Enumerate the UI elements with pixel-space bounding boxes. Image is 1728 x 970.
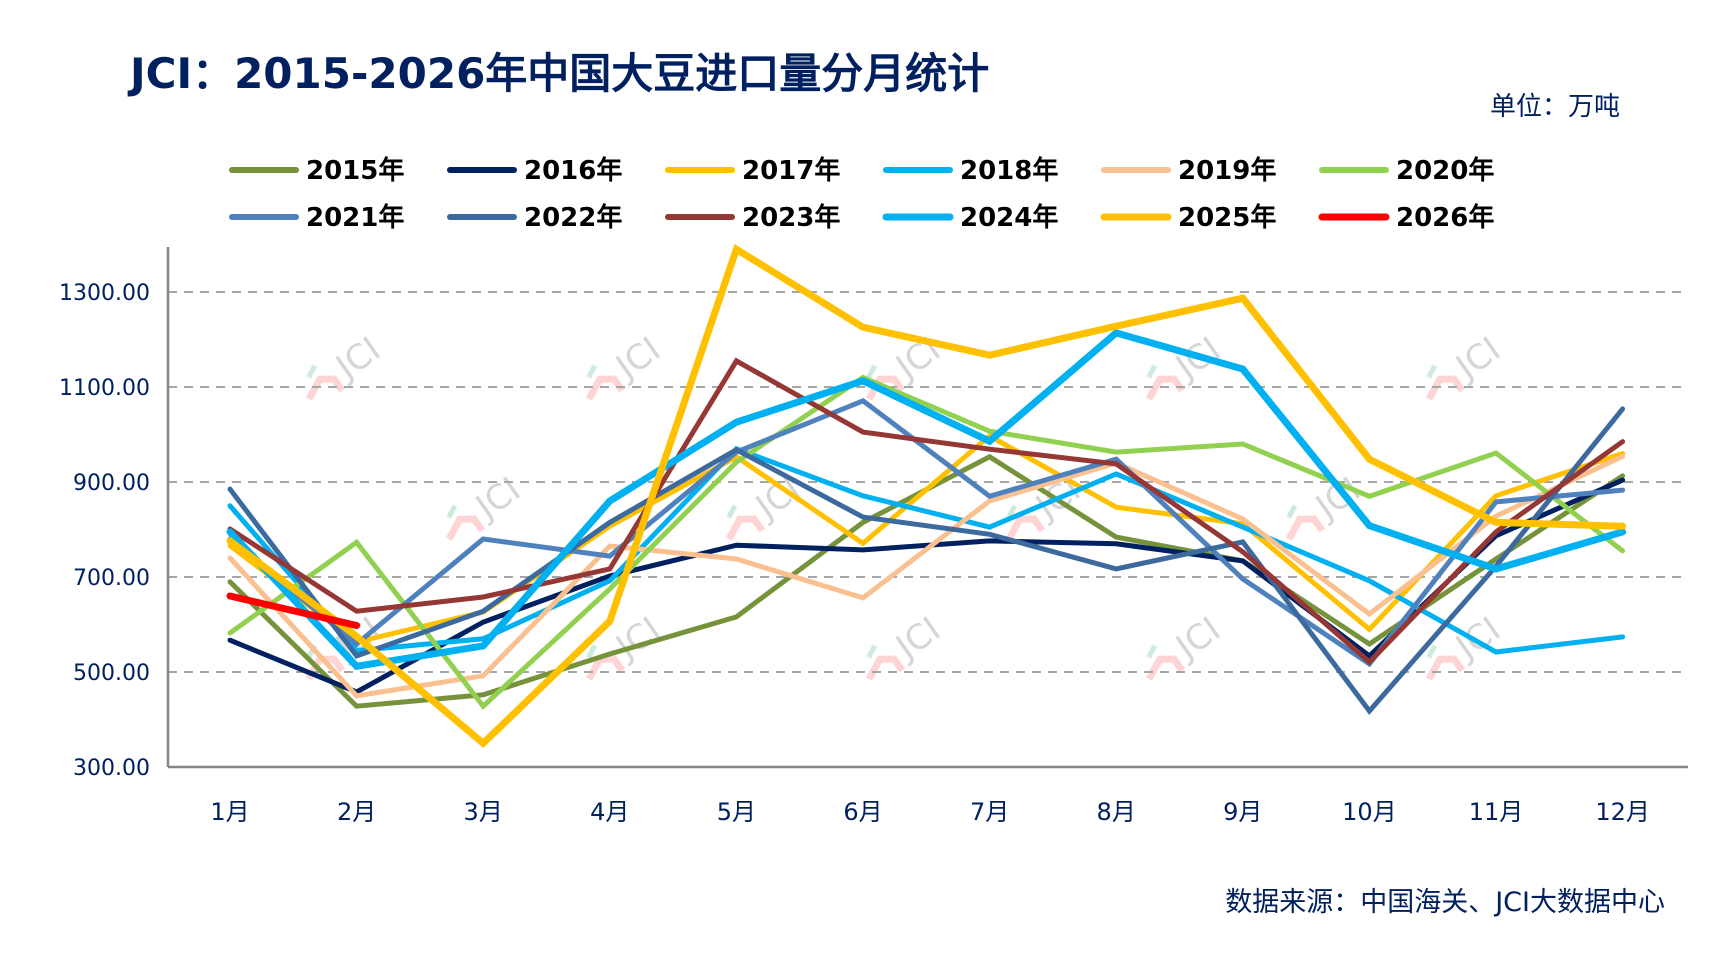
x-tick-label: 10月: [1342, 798, 1397, 826]
watermark: JCI: [1145, 609, 1228, 681]
source-note: 数据来源：中国海关、JCI大数据中心: [1225, 887, 1665, 918]
x-tick-label: 1月: [210, 798, 249, 826]
legend-label: 2023年: [742, 202, 840, 233]
legend-label: 2024年: [960, 202, 1058, 233]
x-tick-label: 12月: [1595, 798, 1650, 826]
watermark-logo-icon: [1425, 655, 1465, 681]
watermark: JCI: [305, 329, 388, 401]
series-line-2022: [227, 406, 1626, 715]
series-line-2018: [227, 445, 1626, 655]
x-tick-label: 3月: [464, 798, 503, 826]
legend-label: 2020年: [1396, 155, 1494, 186]
watermark-logo-icon: [1145, 655, 1185, 681]
watermark-logo-icon: [585, 375, 625, 401]
plot-area: [226, 244, 1627, 749]
x-tick-label: 8月: [1097, 798, 1136, 826]
legend-label: 2022年: [524, 202, 622, 233]
legend-label: 2016年: [524, 155, 622, 186]
x-tick-label: 6月: [843, 798, 882, 826]
series-line-2026: [226, 592, 361, 629]
watermark-accent-icon: [1426, 364, 1438, 379]
legend-label: 2017年: [742, 155, 840, 186]
watermark-accent-icon: [1146, 364, 1158, 379]
x-tick-label: 2月: [337, 798, 376, 826]
watermark-accent-icon: [1426, 644, 1438, 659]
x-tick-label: 9月: [1223, 798, 1262, 826]
legend-label: 2015年: [306, 155, 404, 186]
watermark-logo-icon: [585, 655, 625, 681]
watermark: JCI: [585, 329, 668, 401]
series-line-2023: [227, 357, 1626, 666]
y-tick-label: 700.00: [73, 566, 150, 591]
chart-title: JCI：2015-2026年中国大豆进口量分月统计: [127, 49, 989, 98]
series-line-2020: [227, 374, 1626, 710]
watermark-accent-icon: [1146, 644, 1158, 659]
x-tick-label: 11月: [1469, 798, 1524, 826]
legend-label: 2025年: [1178, 202, 1276, 233]
watermark: JCI: [865, 609, 948, 681]
watermark-logo-icon: [305, 655, 345, 681]
legend-label: 2026年: [1396, 202, 1494, 233]
watermark-accent-icon: [446, 504, 458, 519]
x-tick-label: 7月: [970, 798, 1009, 826]
watermark: JCI: [1425, 329, 1508, 401]
unit-label: 单位：万吨: [1490, 92, 1620, 122]
watermark-accent-icon: [866, 364, 878, 379]
y-tick-label: 900.00: [73, 471, 150, 496]
watermark-logo-icon: [1285, 515, 1325, 541]
watermark-logo-icon: [1005, 515, 1045, 541]
watermark-logo-icon: [1425, 375, 1465, 401]
watermark-logo-icon: [445, 515, 485, 541]
watermark-accent-icon: [306, 364, 318, 379]
watermark-logo-icon: [1145, 375, 1185, 401]
x-axis-ticks: 1月 2月 3月 4月 5月 6月 7月 8月 9月 10月 11月 12月: [210, 798, 1650, 826]
y-tick-label: 300.00: [73, 756, 150, 781]
legend-label: 2021年: [306, 202, 404, 233]
y-axis-ticks: 300.00 500.00 700.00 900.00 1100.00 1300.00: [59, 281, 150, 781]
watermark-logo-icon: [865, 655, 905, 681]
watermark-accent-icon: [866, 644, 878, 659]
watermark-accent-icon: [586, 364, 598, 379]
series-line-2024: [226, 329, 1627, 671]
y-tick-label: 500.00: [73, 661, 150, 686]
watermark-accent-icon: [586, 644, 598, 659]
series-line-2025: [226, 244, 1627, 749]
watermark-accent-icon: [1006, 504, 1018, 519]
x-tick-label: 4月: [590, 798, 629, 826]
watermark-logo-icon: [305, 375, 345, 401]
x-tick-label: 5月: [717, 798, 756, 826]
watermark-logo-icon: [725, 515, 765, 541]
legend-label: 2018年: [960, 155, 1058, 186]
y-tick-label: 1100.00: [59, 376, 150, 401]
watermark-accent-icon: [1286, 504, 1298, 519]
watermark-accent-icon: [726, 504, 738, 519]
legend-label: 2019年: [1178, 155, 1276, 186]
legend: 2015年 2016年 2017年 2018年 2019年 2020年 2021年 2022年…: [229, 155, 1494, 233]
y-tick-label: 1300.00: [59, 281, 150, 306]
